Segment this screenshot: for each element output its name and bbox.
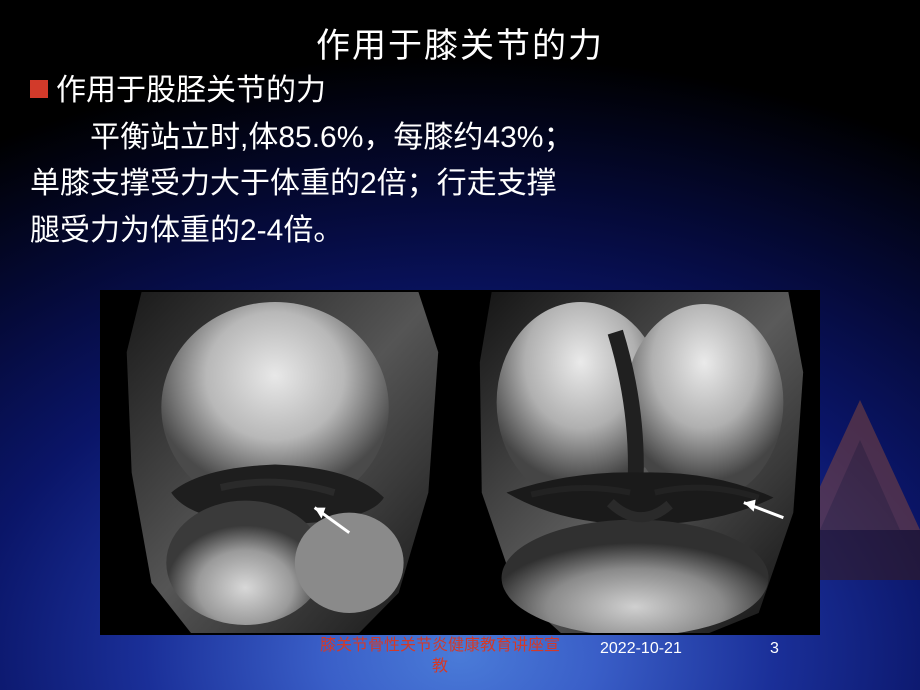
mri-panel-left bbox=[102, 292, 458, 633]
body-line-1: 平衡站立时,体85.6%，每膝约43%； bbox=[30, 115, 890, 162]
bullet-icon bbox=[30, 80, 48, 98]
footer-title-line2: 教 bbox=[432, 658, 448, 675]
slide-title: 作用于膝关节的力 bbox=[0, 18, 920, 67]
bullet-text: 作用于股胫关节的力 bbox=[56, 74, 326, 107]
footer-page-number: 3 bbox=[770, 640, 779, 658]
mri-image-pair bbox=[100, 290, 820, 635]
footer-date: 2022-10-21 bbox=[600, 640, 682, 658]
slide: 作用于膝关节的力 作用于股胫关节的力 平衡站立时,体85.6%，每膝约43%； … bbox=[0, 0, 920, 690]
content-block: 作用于股胫关节的力 平衡站立时,体85.6%，每膝约43%； 单膝支撑受力大于体… bbox=[30, 68, 890, 254]
body-line-3: 腿受力为体重的2-4倍。 bbox=[30, 208, 890, 255]
slide-footer: 膝关节骨性关节炎健康教育讲座宣 教 2022-10-21 3 bbox=[0, 636, 920, 684]
footer-title-line1: 膝关节骨性关节炎健康教育讲座宣 bbox=[320, 637, 560, 654]
bullet-line: 作用于股胫关节的力 bbox=[30, 68, 890, 115]
mri-panel-right bbox=[462, 292, 818, 633]
footer-title: 膝关节骨性关节炎健康教育讲座宣 教 bbox=[280, 636, 600, 678]
body-line-2: 单膝支撑受力大于体重的2倍；行走支撑 bbox=[30, 161, 890, 208]
